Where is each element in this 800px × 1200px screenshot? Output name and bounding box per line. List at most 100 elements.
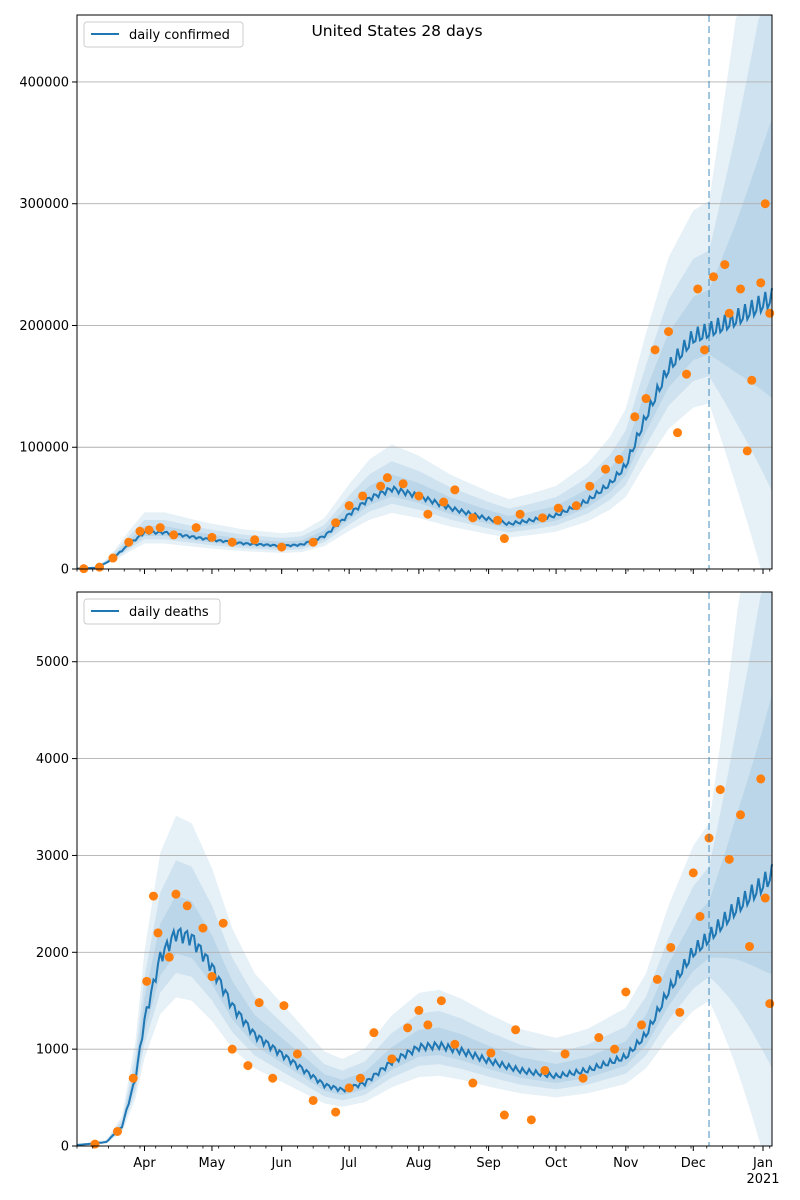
confirmed-observed-point-36 bbox=[650, 345, 660, 355]
deaths-observed-point-16 bbox=[279, 1001, 289, 1011]
deaths-observed-point-0 bbox=[90, 1139, 100, 1149]
confirmed-observed-point-7 bbox=[169, 530, 179, 540]
confirmed-observed-point-24 bbox=[468, 513, 478, 523]
confirmed-observed-point-28 bbox=[538, 513, 548, 523]
confirmed-observed-point-40 bbox=[693, 284, 703, 294]
confirmed-ytick-label-1: 100000 bbox=[19, 441, 69, 456]
deaths-observed-point-48 bbox=[724, 854, 734, 864]
deaths-observed-point-21 bbox=[355, 1073, 365, 1083]
confirmed-observed-point-33 bbox=[614, 454, 624, 464]
deaths-observed-point-20 bbox=[344, 1083, 354, 1093]
confirmed-observed-point-34 bbox=[630, 412, 640, 422]
deaths-observed-point-6 bbox=[164, 952, 174, 962]
confirmed-observed-point-37 bbox=[664, 327, 674, 337]
confirmed-ytick-label-4: 400000 bbox=[19, 75, 69, 90]
confirmed-observed-point-26 bbox=[499, 534, 509, 544]
confirmed-observed-point-46 bbox=[742, 446, 752, 456]
confirmed-observed-point-31 bbox=[585, 481, 595, 491]
deaths-observed-point-32 bbox=[511, 1025, 521, 1035]
deaths-observed-point-22 bbox=[369, 1028, 379, 1038]
deaths-ytick-label-0: 0 bbox=[61, 1140, 69, 1155]
deaths-observed-point-47 bbox=[715, 785, 725, 795]
deaths-observed-point-5 bbox=[153, 928, 163, 938]
confirmed-observed-point-45 bbox=[736, 284, 746, 294]
deaths-y-ticks: 0 1000 2000 3000 4000 5000 bbox=[36, 655, 77, 1155]
confirmed-observed-point-18 bbox=[382, 473, 392, 483]
confirmed-observed-point-21 bbox=[423, 509, 433, 519]
deaths-observed-point-4 bbox=[148, 891, 158, 901]
deaths-observed-point-53 bbox=[765, 999, 775, 1009]
confirmed-observed-point-4 bbox=[135, 526, 145, 536]
deaths-observed-point-10 bbox=[207, 972, 217, 982]
deaths-observed-point-3 bbox=[142, 976, 152, 986]
deaths-xtick-label-8: Dec bbox=[681, 1156, 706, 1171]
confirmed-observed-point-14 bbox=[331, 518, 341, 528]
confirmed-model-line bbox=[76, 288, 773, 570]
confirmed-observed-point-3 bbox=[124, 537, 134, 547]
deaths-observed-point-33 bbox=[526, 1115, 536, 1125]
confirmed-observed-point-27 bbox=[515, 509, 525, 519]
deaths-observed-point-7 bbox=[171, 889, 181, 899]
deaths-observed-point-18 bbox=[308, 1095, 318, 1105]
deaths-panel: 0 1000 2000 3000 4000 5000 Apr May Jun Jul Aug Sep… bbox=[36, 591, 780, 1187]
confirmed-observed-point-49 bbox=[760, 199, 770, 209]
deaths-observed-point-40 bbox=[637, 1020, 647, 1030]
confirmed-observed-point-35 bbox=[641, 394, 651, 404]
deaths-observed-point-42 bbox=[666, 942, 676, 952]
confirmed-observed-point-32 bbox=[601, 464, 611, 474]
deaths-ytick-label-1: 1000 bbox=[36, 1043, 69, 1058]
confirmed-observed-point-22 bbox=[439, 497, 449, 507]
deaths-xtick-label-2: Jun bbox=[271, 1156, 292, 1171]
deaths-observed-point-44 bbox=[688, 868, 698, 878]
deaths-observed-point-23 bbox=[387, 1054, 397, 1064]
deaths-observed-point-29 bbox=[468, 1078, 478, 1088]
confirmed-bands bbox=[77, 15, 772, 569]
deaths-observed-point-34 bbox=[540, 1065, 550, 1075]
deaths-observed-point-1 bbox=[112, 1126, 122, 1136]
deaths-xtick-label-7: Nov bbox=[613, 1156, 639, 1171]
deaths-xtick-label-1: May bbox=[199, 1156, 226, 1171]
confirmed-observed-point-2 bbox=[108, 553, 118, 563]
deaths-observed-point-28 bbox=[450, 1039, 460, 1049]
deaths-observed-point-27 bbox=[436, 996, 446, 1006]
deaths-observed-point-17 bbox=[292, 1049, 302, 1059]
confirmed-observed-point-6 bbox=[155, 523, 165, 533]
confirmed-legend-label: daily confirmed bbox=[129, 28, 230, 43]
confirmed-observed-point-5 bbox=[144, 525, 154, 535]
deaths-observed-point-24 bbox=[403, 1023, 413, 1033]
deaths-observed-point-8 bbox=[182, 901, 192, 911]
confirmed-observed-point-8 bbox=[191, 523, 201, 533]
deaths-observed-point-31 bbox=[499, 1110, 509, 1120]
confirmed-observed-point-30 bbox=[571, 501, 581, 511]
confirmed-observed-point-17 bbox=[376, 481, 386, 491]
deaths-observed-point-14 bbox=[254, 998, 264, 1008]
deaths-uncertainty-band-2 bbox=[77, 592, 772, 1146]
confirmed-panel: 0 100000 200000 300000 400000 daily confirme… bbox=[19, 14, 775, 578]
deaths-observed-point-11 bbox=[218, 918, 228, 928]
deaths-observed-point-37 bbox=[594, 1033, 604, 1043]
deaths-xtick-label-6: Oct bbox=[545, 1156, 567, 1171]
confirmed-observed-point-13 bbox=[308, 537, 318, 547]
deaths-ytick-label-3: 3000 bbox=[36, 849, 69, 864]
confirmed-observed-point-11 bbox=[250, 535, 260, 545]
confirmed-observed-point-9 bbox=[207, 532, 217, 542]
deaths-observed-point-13 bbox=[243, 1061, 253, 1071]
deaths-legend-label: daily deaths bbox=[129, 605, 209, 620]
confirmed-observed-point-47 bbox=[747, 375, 757, 385]
deaths-observed-point-39 bbox=[621, 987, 631, 997]
confirmed-observed-point-19 bbox=[398, 479, 408, 489]
confirmed-plot-frame bbox=[76, 14, 773, 570]
confirmed-observed-point-10 bbox=[227, 537, 237, 547]
deaths-xtick-label-9: Jan bbox=[752, 1156, 773, 1171]
deaths-xtick-label-4: Aug bbox=[406, 1156, 431, 1171]
confirmed-legend: daily confirmed bbox=[83, 21, 244, 48]
confirmed-observed-point-38 bbox=[673, 428, 683, 438]
deaths-observed-point-15 bbox=[268, 1073, 278, 1083]
deaths-observed-point-30 bbox=[486, 1048, 496, 1058]
confirmed-observed-point-48 bbox=[756, 278, 766, 288]
confirmed-y-ticks: 0 100000 200000 300000 400000 bbox=[19, 75, 77, 578]
deaths-observed-point-35 bbox=[560, 1049, 570, 1059]
confirmed-observed-point-15 bbox=[344, 501, 354, 511]
deaths-model-line bbox=[76, 864, 773, 1146]
